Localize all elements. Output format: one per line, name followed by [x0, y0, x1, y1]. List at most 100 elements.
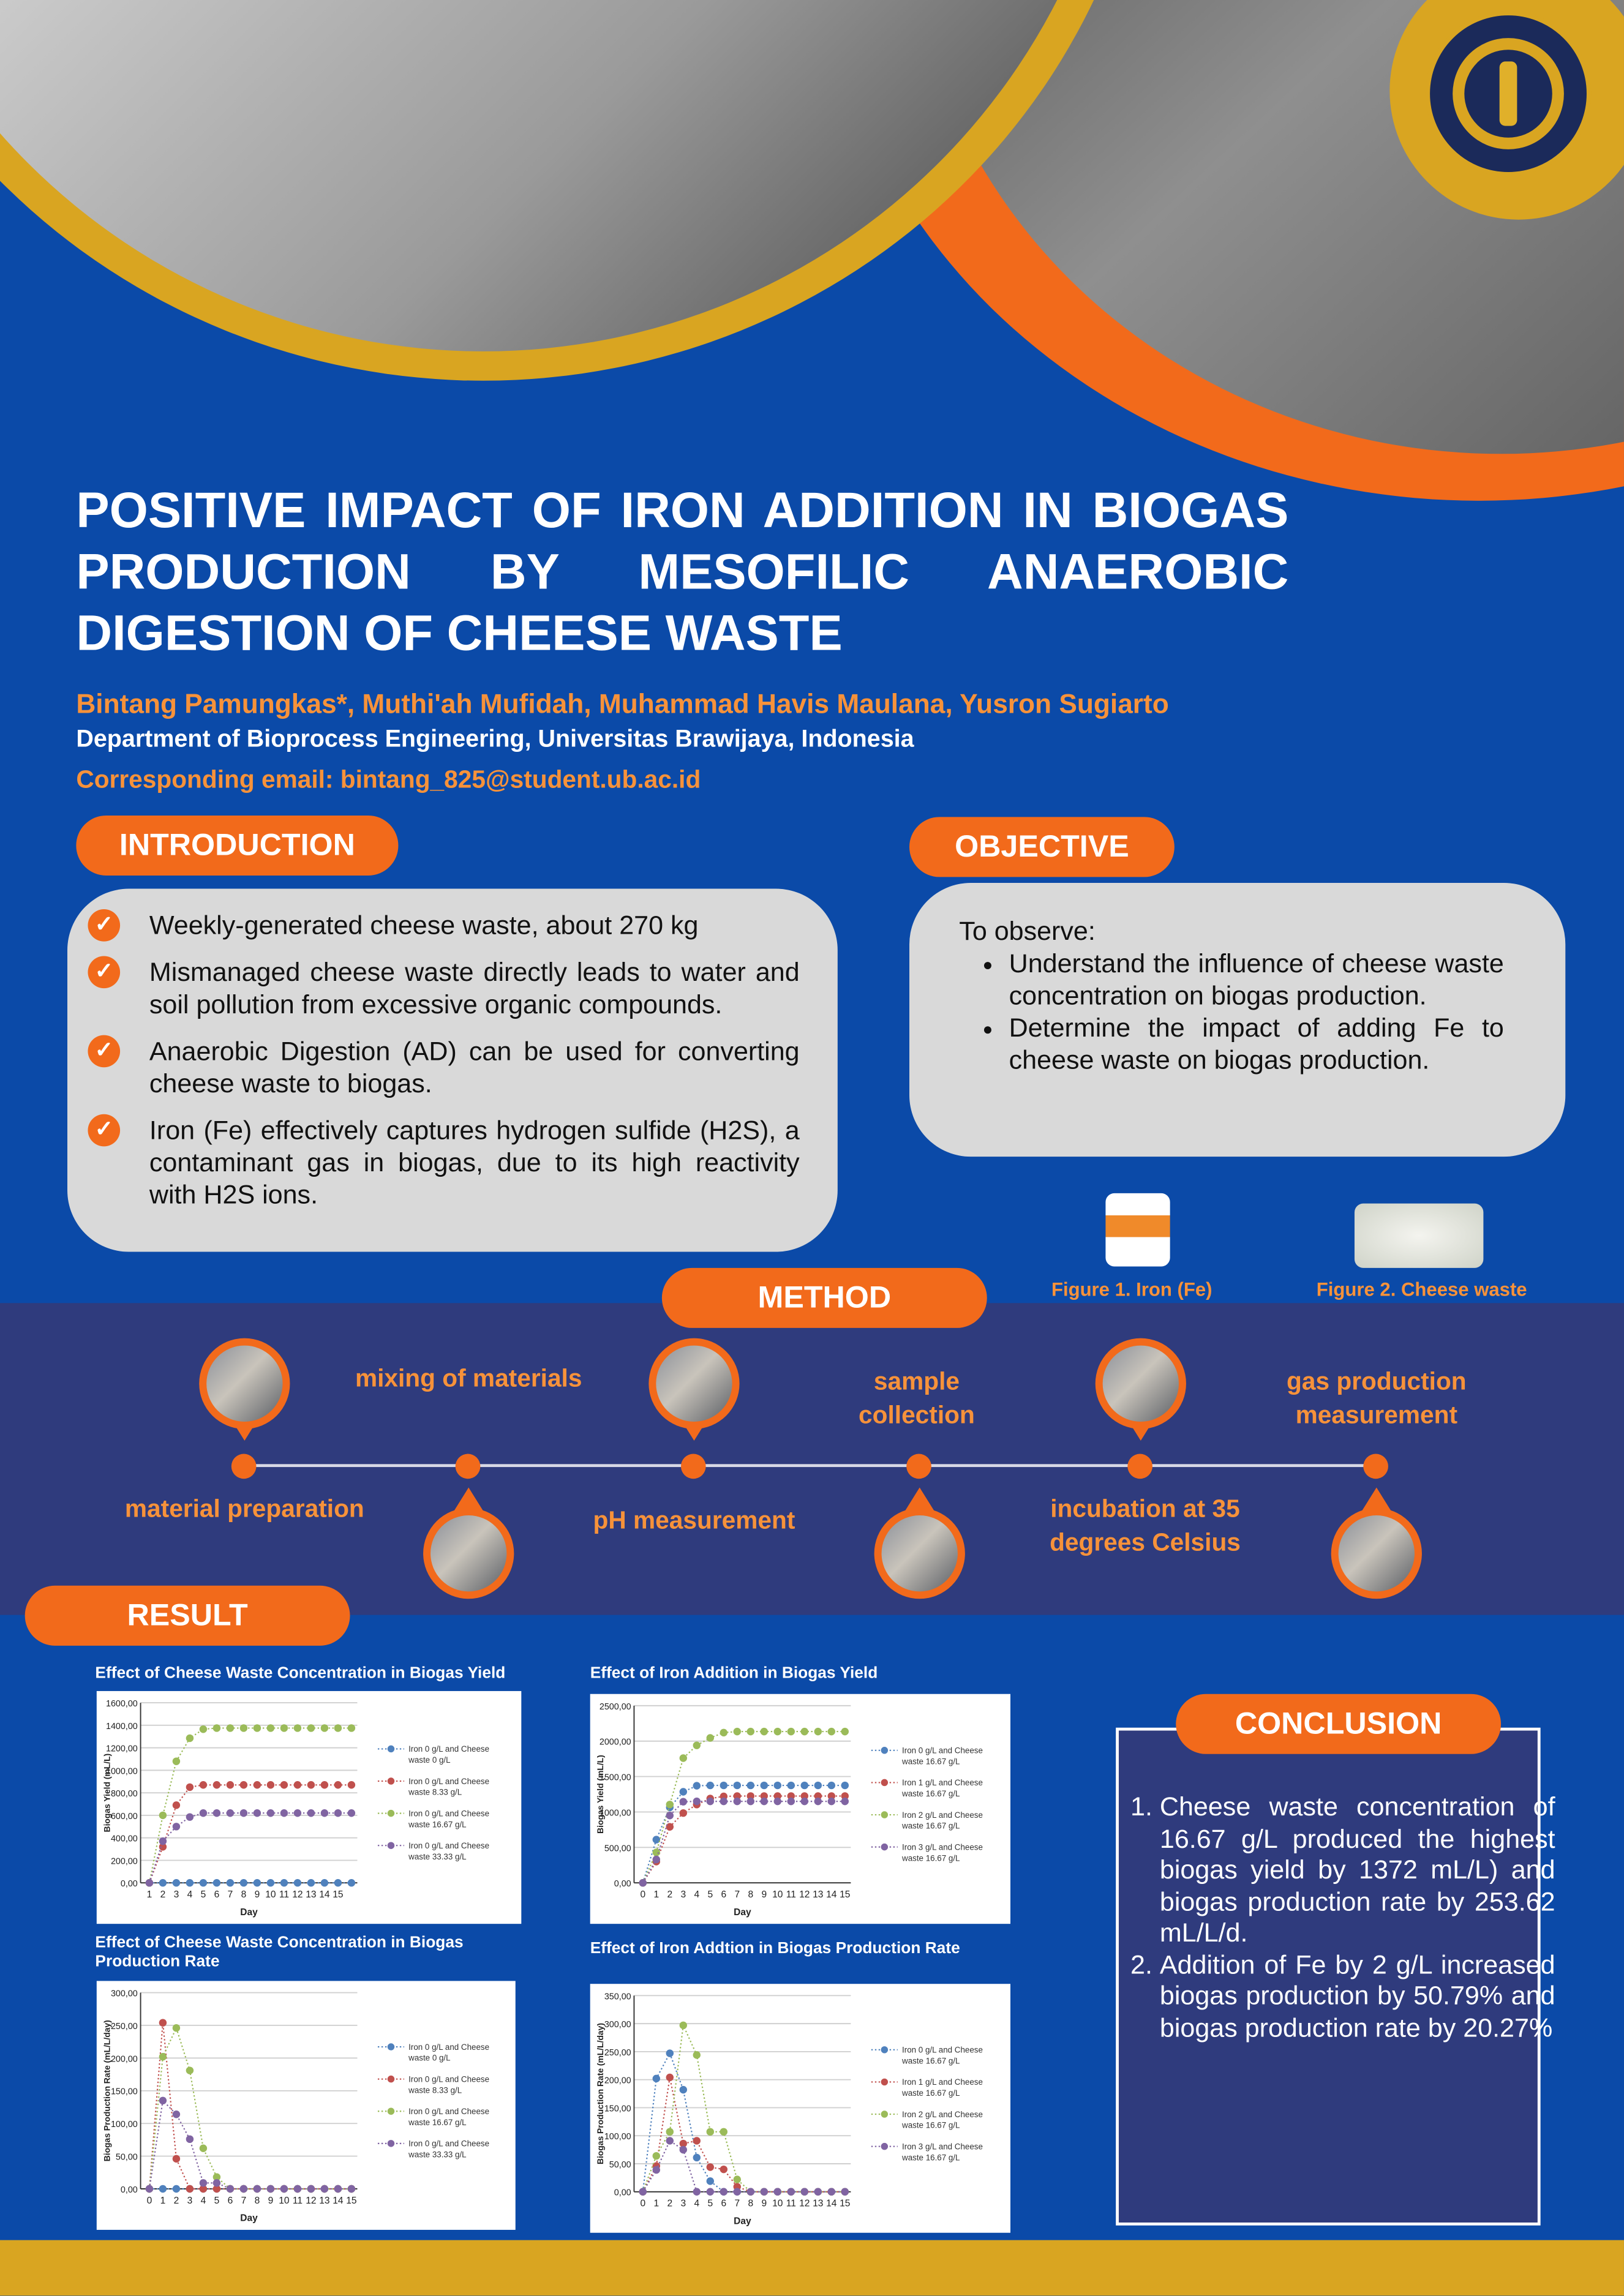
data-point [787, 1781, 795, 1790]
x-tick-label: 12 [306, 2196, 316, 2206]
data-point [320, 1809, 329, 1817]
data-point [239, 1809, 248, 1817]
method-step-4: sample collection [859, 1367, 975, 1429]
x-tick-label: 9 [255, 1889, 260, 1900]
gas-measurement-photo [1331, 1487, 1422, 1599]
chart-2-title: Effect of Iron Addition in Biogas Yield [590, 1664, 878, 1683]
data-point [159, 1843, 167, 1851]
data-point [693, 2051, 701, 2059]
intro-item: ✓ Anaerobic Digestion (AD) can be used fo… [88, 1035, 800, 1100]
series-line [642, 1731, 845, 1883]
x-tick-label: 7 [734, 1889, 740, 1900]
x-tick-label: 12 [799, 1889, 810, 1900]
data-point [334, 1781, 342, 1789]
data-point [293, 1809, 302, 1817]
sample-collection-photo [874, 1487, 965, 1599]
data-point [334, 1809, 342, 1817]
data-point [212, 1809, 221, 1817]
y-tick-label: 50,00 [609, 2160, 631, 2170]
data-point [172, 2024, 181, 2032]
data-point [814, 2188, 822, 2196]
y-tick-label: 500,00 [604, 1844, 631, 1853]
data-point [145, 1878, 154, 1887]
chart-3: 0,00 50,00 100,00 150,00 200,00 250,00 300,00 0… [96, 1981, 516, 2230]
data-point [320, 2185, 329, 2193]
legend-entry: Iron 3 g/L and Cheese waste 16.67 g/L [901, 2142, 983, 2162]
y-tick-label: 1400,00 [106, 1722, 138, 1731]
y-tick-label: 300,00 [604, 2020, 631, 2030]
legend-marker [881, 2078, 889, 2086]
x-tick-label: 5 [707, 2199, 713, 2209]
conclusion-item: Cheese waste concentration of 16.67 g/L … [1160, 1792, 1555, 1949]
legend-marker [881, 1843, 889, 1851]
data-point [186, 1734, 194, 1743]
data-point [827, 1781, 835, 1790]
legend-entry: Iron 0 g/L and Cheese waste 0 g/L [408, 1744, 489, 1765]
legend-marker [881, 2142, 889, 2150]
material-preparation-photo [199, 1338, 290, 1441]
legend-marker [387, 1842, 395, 1849]
data-point [706, 1734, 714, 1742]
x-tick-label: 6 [721, 2199, 726, 2209]
x-tick-label: 1 [653, 1889, 659, 1900]
figure-2-caption: Figure 2. Cheese waste [1316, 1278, 1527, 1300]
objective-lead: To observe: [959, 916, 1096, 946]
data-point [172, 2155, 181, 2163]
data-point [172, 1878, 181, 1887]
x-tick-label: 6 [721, 1889, 726, 1900]
y-tick-label: 1600,00 [106, 1699, 138, 1709]
data-point [652, 2152, 660, 2160]
data-point [347, 1878, 356, 1887]
y-tick-label: 300,00 [111, 1989, 138, 1999]
data-point [693, 2188, 701, 2196]
data-point [186, 1878, 194, 1887]
data-point [666, 1812, 674, 1820]
x-tick-label: 3 [680, 2199, 686, 2209]
data-point [145, 2185, 154, 2193]
data-point [239, 1724, 248, 1732]
legend-entry: Iron 1 g/L and Cheese waste 16.67 g/L [901, 1778, 983, 1798]
data-point [787, 2188, 795, 2196]
header-photo-collage [0, 0, 1624, 501]
method-step-5: incubation at 35 degrees Celsius [1050, 1495, 1241, 1556]
x-tick-label: 14 [826, 1889, 837, 1900]
data-point [720, 2128, 727, 2136]
legend-marker [387, 2043, 395, 2050]
intro-item-text: Iron (Fe) effectively captures hydrogen … [149, 1116, 800, 1210]
data-point [266, 1724, 275, 1732]
data-point [172, 1801, 181, 1809]
x-tick-label: 11 [293, 2196, 303, 2206]
data-point [814, 1781, 822, 1790]
data-point [666, 2137, 674, 2145]
data-point [800, 1781, 808, 1790]
data-point [841, 2188, 849, 2196]
legend-marker [387, 2140, 395, 2147]
conclusion-heading: CONCLUSION [1176, 1694, 1502, 1754]
corresponding-email[interactable]: Corresponding email: bintang_825@student… [76, 765, 701, 794]
data-point [746, 1781, 754, 1790]
data-point [814, 1797, 822, 1806]
data-point [253, 1878, 261, 1887]
timeline-dot [455, 1454, 481, 1479]
series-line [148, 1784, 351, 1883]
data-point [212, 2179, 221, 2187]
x-tick-label: 7 [734, 2199, 740, 2209]
data-point [693, 1782, 701, 1790]
x-tick-label: 11 [786, 1889, 796, 1900]
series-line [642, 1801, 845, 1883]
y-axis-label: Biogas Production Rate (mL/L/day) [595, 2023, 605, 2164]
y-tick-label: 1000,00 [106, 1766, 138, 1776]
introduction-heading: INTRODUCTION [76, 815, 399, 876]
data-point [212, 1724, 221, 1732]
intro-item: ✓ Mismanaged cheese waste directly leads … [88, 956, 800, 1021]
timeline-dot [906, 1454, 931, 1479]
introduction-box: ✓ Weekly-generated cheese waste, about 27… [67, 888, 838, 1252]
series-line [148, 2099, 351, 2190]
x-tick-label: 8 [255, 2196, 260, 2206]
data-point [679, 1798, 687, 1806]
series-line [642, 2139, 845, 2193]
y-tick-label: 50,00 [116, 2153, 138, 2163]
objective-item: Understand the influence of cheese waste… [1009, 947, 1504, 1011]
data-point [307, 1878, 315, 1887]
affiliation: Department of Bioprocess Engineering, Un… [76, 726, 914, 753]
